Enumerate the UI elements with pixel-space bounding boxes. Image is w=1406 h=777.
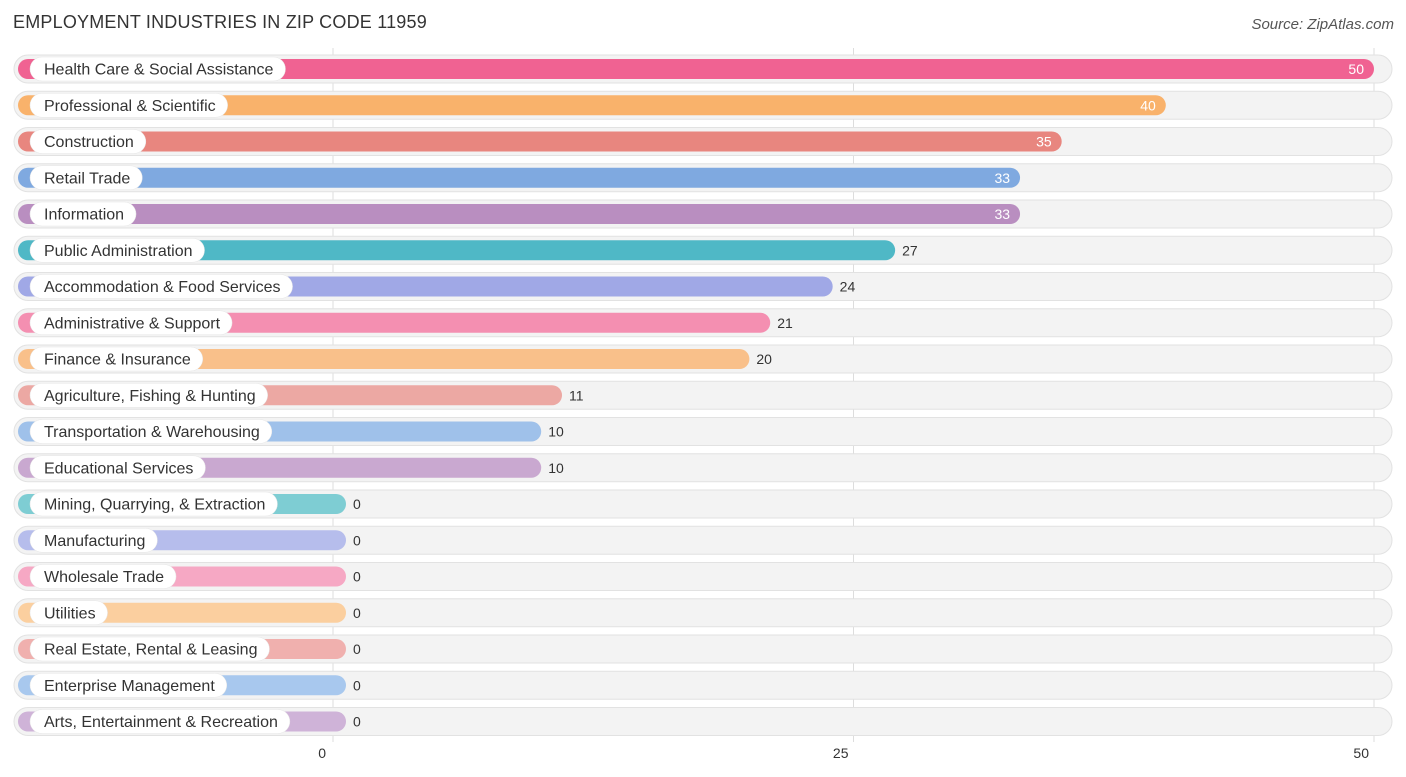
data-label: 35 <box>1036 134 1052 150</box>
bar-row: Enterprise Management 0 <box>13 670 1393 700</box>
data-label: 21 <box>777 315 793 331</box>
data-label: 0 <box>353 714 361 730</box>
bar-label: Agriculture, Fishing & Hunting <box>44 388 256 405</box>
bar-label: Wholesale Trade <box>44 569 164 586</box>
bar-row: Agriculture, Fishing & Hunting 11 <box>13 380 1393 410</box>
bar-label: Arts, Entertainment & Recreation <box>44 714 278 731</box>
bar-row: Accommodation & Food Services 24 <box>13 272 1393 301</box>
bar-row: Transportation & Warehousing 10 <box>13 417 1393 446</box>
bar-label: Professional & Scientific <box>44 98 216 115</box>
bar-track <box>13 525 1393 555</box>
data-label: 0 <box>353 532 361 548</box>
data-label: 27 <box>902 242 918 258</box>
bar-row: Manufacturing 0 <box>13 525 1393 555</box>
bar-row: Educational Services 10 <box>13 453 1393 483</box>
bar-row: Arts, Entertainment & Recreation 0 <box>13 707 1393 736</box>
bar-row: Wholesale Trade 0 <box>13 562 1393 591</box>
bar-label: Information <box>44 207 124 224</box>
bar-label-pill <box>29 93 228 118</box>
bar-row: Real Estate, Rental & Leasing 0 <box>13 634 1393 664</box>
bar <box>18 131 1062 152</box>
data-label: 0 <box>353 677 361 693</box>
bar-row: Construction 35 <box>13 127 1393 156</box>
bar-label: Utilities <box>44 605 96 622</box>
chart-source: Source: ZipAtlas.com <box>1251 16 1394 33</box>
bar-label-pill <box>29 165 143 190</box>
bar-track <box>13 634 1393 664</box>
bar-label-pill <box>29 636 270 662</box>
bar-label: Educational Services <box>44 460 193 477</box>
bar-label: Finance & Insurance <box>44 352 191 369</box>
bar-track <box>13 562 1393 591</box>
bar-label-pill <box>29 600 108 625</box>
data-label: 10 <box>548 424 564 440</box>
data-label: 0 <box>353 641 361 657</box>
data-label: 50 <box>1348 61 1364 77</box>
bar-row: Finance & Insurance 20 <box>13 344 1393 374</box>
bar-label: Real Estate, Rental & Leasing <box>44 642 257 659</box>
bar-label-pill <box>29 564 177 589</box>
data-label: 0 <box>353 496 361 512</box>
data-label: 33 <box>994 206 1010 222</box>
data-label: 0 <box>353 605 361 621</box>
bar-label-pill <box>29 310 233 335</box>
bar-label-pill <box>29 238 205 263</box>
bar-track <box>13 489 1393 519</box>
bar-track <box>13 598 1393 628</box>
bar-label: Retail Trade <box>44 170 130 187</box>
bar-label: Mining, Quarrying, & Extraction <box>44 497 265 514</box>
bar-label-pill <box>29 455 206 480</box>
bar-row: Public Administration 27 <box>13 235 1393 265</box>
bar-label-pill <box>29 709 291 734</box>
data-label: 20 <box>756 351 772 367</box>
bar <box>18 240 896 261</box>
data-label: 40 <box>1140 97 1156 113</box>
bar-track <box>13 670 1393 700</box>
bar-label: Construction <box>44 134 134 151</box>
bar-label-pill <box>29 346 203 372</box>
bar-track <box>13 707 1393 736</box>
bar-label: Accommodation & Food Services <box>44 279 281 296</box>
bar-row: Administrative & Support 21 <box>13 308 1393 338</box>
data-label: 24 <box>840 279 856 295</box>
bar-label-pill <box>29 491 278 517</box>
bar-row: Health Care & Social Assistance 50 <box>13 54 1393 84</box>
chart-title: EMPLOYMENT INDUSTRIES IN ZIP CODE 11959 <box>13 12 427 32</box>
x-tick-label: 25 <box>833 745 849 761</box>
bar-label-pill <box>29 201 137 227</box>
bar-row: Mining, Quarrying, & Extraction 0 <box>13 489 1393 519</box>
data-label: 33 <box>994 170 1010 186</box>
bar-row: Retail Trade 33 <box>13 163 1393 193</box>
bar-label-pill <box>29 129 147 154</box>
bar-label: Administrative & Support <box>44 315 221 332</box>
bar-label: Enterprise Management <box>44 678 215 695</box>
bar-row: Utilities 0 <box>13 598 1393 628</box>
bar-label-pill <box>29 56 286 82</box>
bar-label: Manufacturing <box>44 533 145 550</box>
bar-label: Transportation & Warehousing <box>44 424 260 441</box>
bar-label-pill <box>29 528 158 553</box>
x-tick-label: 50 <box>1353 745 1369 761</box>
bar <box>18 204 1021 224</box>
x-tick-label: 0 <box>318 745 326 761</box>
data-label: 11 <box>569 387 584 403</box>
bar-label-pill <box>29 383 268 408</box>
bar-label: Health Care & Social Assistance <box>44 62 274 79</box>
data-label: 10 <box>548 460 564 476</box>
bar <box>18 95 1166 116</box>
bar <box>18 59 1374 79</box>
bar-row: Information 33 <box>13 199 1393 229</box>
data-label: 0 <box>353 569 361 585</box>
bar <box>18 167 1021 188</box>
bar-label-pill <box>29 274 293 299</box>
bar-label: Public Administration <box>44 243 193 260</box>
bar-label-pill <box>29 673 228 698</box>
bar-label-pill <box>29 419 273 444</box>
bar-row: Professional & Scientific 40 <box>13 90 1393 120</box>
